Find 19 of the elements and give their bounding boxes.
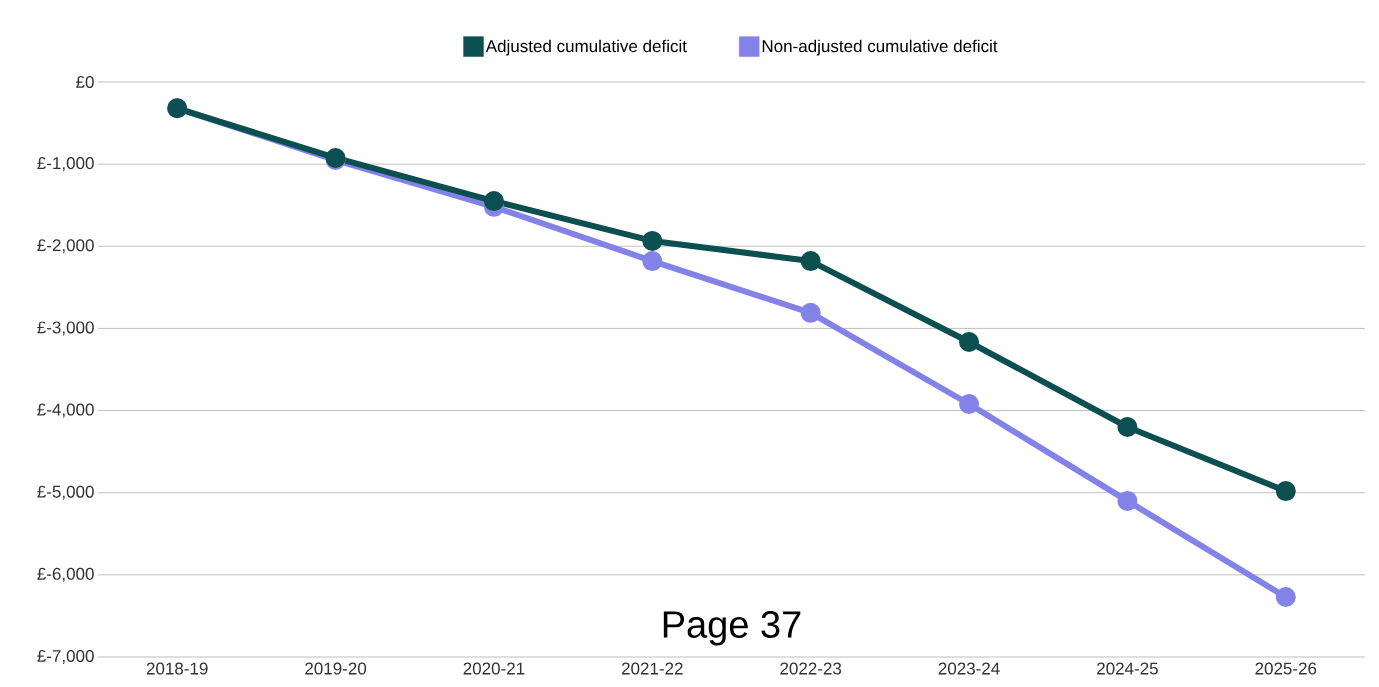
- y-tick-label: £-1,000: [37, 157, 94, 172]
- x-tick-label: 2018-19: [146, 662, 208, 675]
- legend-label: Adjusted cumulative deficit: [485, 39, 687, 56]
- y-tick-label: £-2,000: [37, 239, 94, 254]
- x-tick-label: 2020-21: [463, 662, 525, 675]
- annotation: Page 37: [663, 611, 801, 646]
- y-tick-label: £-6,000: [37, 567, 94, 582]
- x-tick-label: 2025-26: [1255, 662, 1317, 675]
- y-tick-label: £-7,000: [37, 649, 94, 665]
- y-tick-label: £0: [76, 75, 94, 89]
- legend-label: Non-adjusted cumulative deficit: [762, 39, 998, 56]
- x-tick-label: 2022-23: [780, 662, 842, 675]
- x-tick-label: 2021-22: [621, 662, 683, 675]
- x-tick-label: 2019-20: [305, 662, 367, 675]
- y-tick-label: £-3,000: [37, 321, 94, 336]
- y-tick-label: £-4,000: [37, 403, 94, 418]
- x-tick-label: 2024-25: [1097, 662, 1158, 675]
- y-tick-label: £-5,000: [37, 485, 94, 500]
- x-tick-label: 2023-24: [938, 662, 1000, 675]
